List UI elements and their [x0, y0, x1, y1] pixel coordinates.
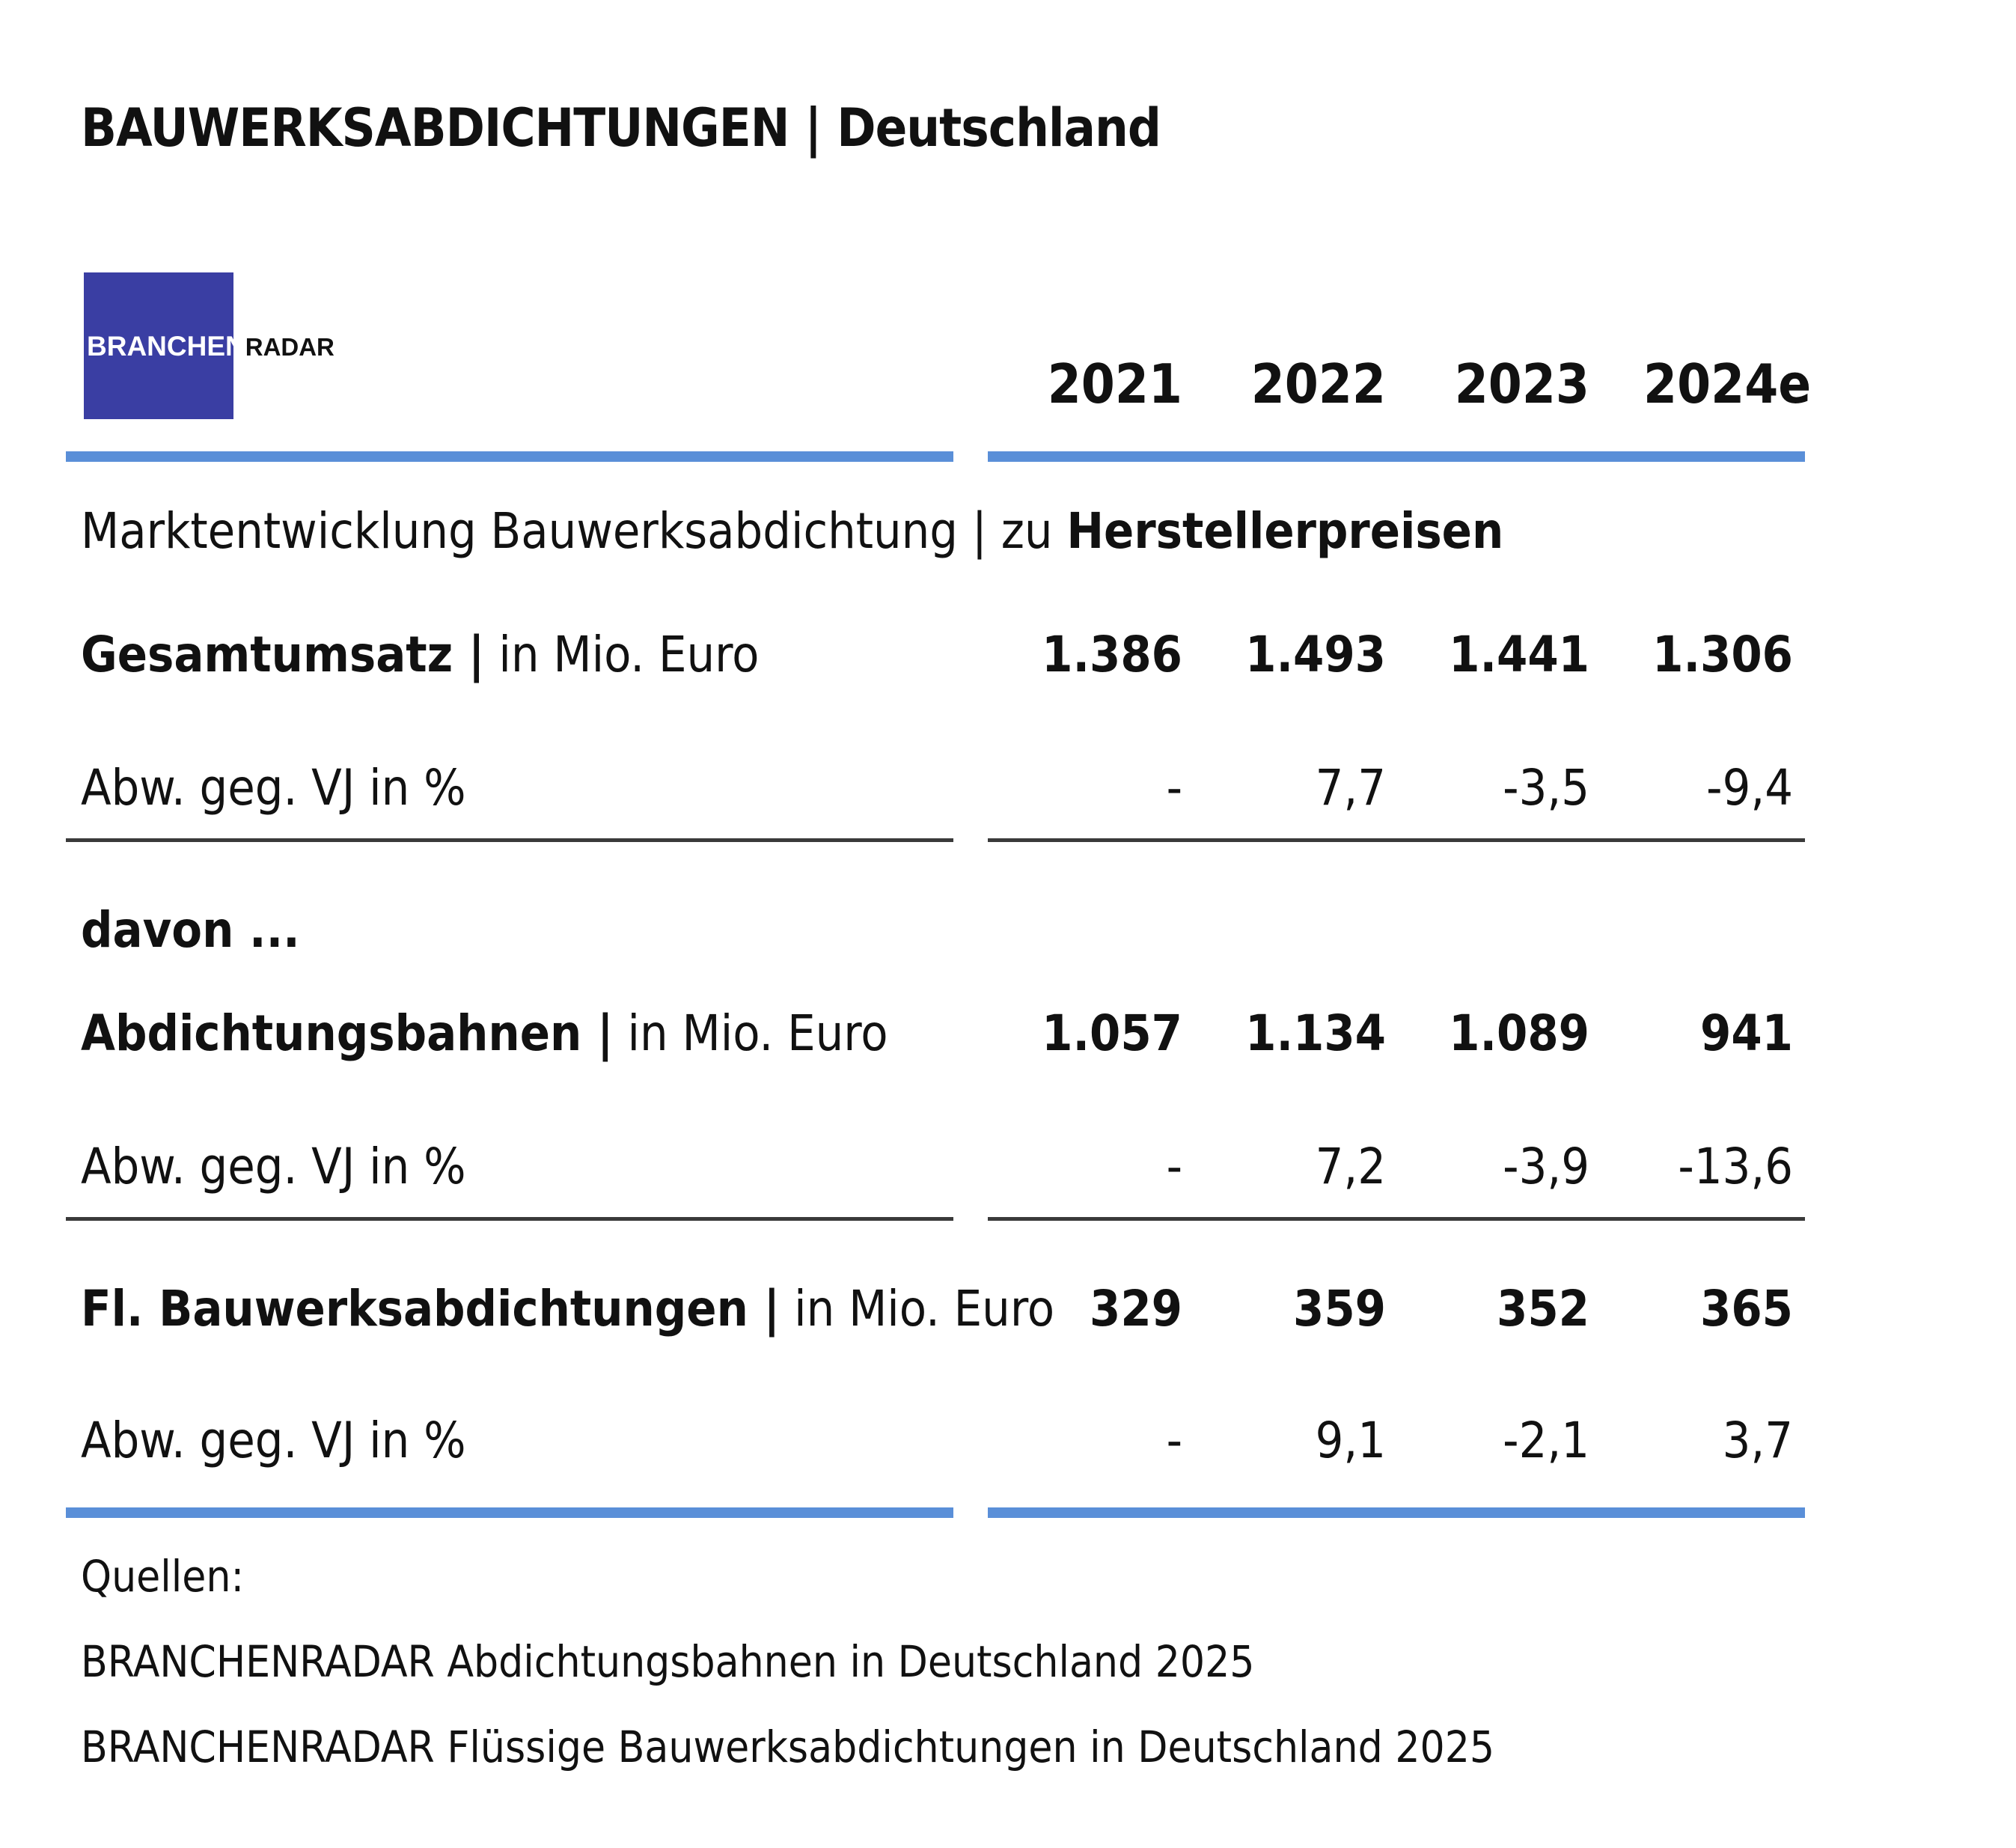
divider: [66, 838, 953, 842]
row-label-davon: davon ...: [81, 897, 300, 964]
table-cell: 3,7: [1722, 1412, 1793, 1469]
row-label-bold: davon ...: [81, 901, 300, 959]
branchenradar-logo: [84, 272, 233, 419]
logo-text-b: RADAR: [245, 333, 335, 361]
table-subtitle: Marktentwicklung Bauwerksabdichtung | zu…: [81, 498, 1503, 565]
header-rule-left: [66, 451, 953, 462]
table-cell: 1.089: [1449, 1004, 1589, 1062]
page-title: BAUWERKSABDICHTUNGEN | Deutschland: [81, 97, 1161, 159]
table-cell: 1.134: [1245, 1004, 1386, 1062]
year-header: 2021: [1047, 353, 1182, 415]
year-header: 2022: [1250, 353, 1386, 415]
row-label-unit: in Mio. Euro: [780, 1280, 1055, 1338]
sources-heading: Quellen:: [81, 1551, 245, 1602]
table-cell: -3,9: [1503, 1138, 1589, 1195]
table-cell: 352: [1497, 1280, 1589, 1338]
table-cell: -13,6: [1678, 1138, 1793, 1195]
row-label-gesamtumsatz: Gesamtumsatz | in Mio. Euro: [81, 621, 759, 689]
row-label-abdichtungsbahnen: Abdichtungsbahnen | in Mio. Euro: [81, 1000, 888, 1067]
table-cell: 9,1: [1315, 1412, 1386, 1469]
table-cell: 7,7: [1315, 759, 1386, 817]
table-cell: -: [1166, 1412, 1182, 1469]
table-cell: 7,2: [1315, 1138, 1386, 1195]
table-cell: 365: [1700, 1280, 1793, 1338]
source-item: BRANCHENRADAR Flüssige Bauwerksabdichtun…: [81, 1722, 1495, 1772]
divider: [66, 1217, 953, 1221]
row-label-bold: Gesamtumsatz |: [81, 626, 485, 683]
subtitle-bold: Herstellerpreisen: [1066, 502, 1504, 560]
logo-text-a: BRANCHEN: [87, 331, 245, 362]
row-label-bold: Abdichtungsbahnen |: [81, 1004, 614, 1062]
row-label-unit: in Mio. Euro: [613, 1004, 888, 1062]
row-label-fluessige: Fl. Bauwerksabdichtungen | in Mio. Euro: [81, 1275, 1054, 1343]
table-cell: 941: [1700, 1004, 1793, 1062]
row-label-bold: Fl. Bauwerksabdichtungen |: [81, 1280, 781, 1338]
footer-rule-right: [988, 1507, 1805, 1518]
year-header: 2024e: [1643, 353, 1812, 415]
row-label-unit: in Mio. Euro: [484, 626, 760, 683]
table-cell: -3,5: [1503, 759, 1589, 817]
subtitle-prefix: Marktentwicklung Bauwerksabdichtung | zu: [81, 502, 1067, 560]
table-cell: -9,4: [1706, 759, 1793, 817]
header-rule-right: [988, 451, 1805, 462]
footer-rule-left: [66, 1507, 953, 1518]
year-header: 2023: [1454, 353, 1589, 415]
row-label-change: Abw. geg. VJ in %: [81, 1138, 466, 1195]
table-cell: 359: [1293, 1280, 1386, 1338]
table-cell: 1.306: [1652, 626, 1793, 683]
divider: [988, 838, 1805, 842]
table-cell: 1.057: [1042, 1004, 1182, 1062]
table-cell: 1.386: [1042, 626, 1182, 683]
divider: [988, 1217, 1805, 1221]
table-cell: -: [1166, 1138, 1182, 1195]
row-label-change: Abw. geg. VJ in %: [81, 759, 466, 817]
table-cell: -2,1: [1503, 1412, 1589, 1469]
row-label-change: Abw. geg. VJ in %: [81, 1412, 466, 1469]
table-cell: 329: [1090, 1280, 1182, 1338]
table-cell: -: [1166, 759, 1182, 817]
logo-wordmark: BRANCHENRADAR: [87, 329, 335, 365]
source-item: BRANCHENRADAR Abdichtungsbahnen in Deuts…: [81, 1636, 1255, 1687]
table-cell: 1.441: [1449, 626, 1589, 683]
table-cell: 1.493: [1245, 626, 1386, 683]
